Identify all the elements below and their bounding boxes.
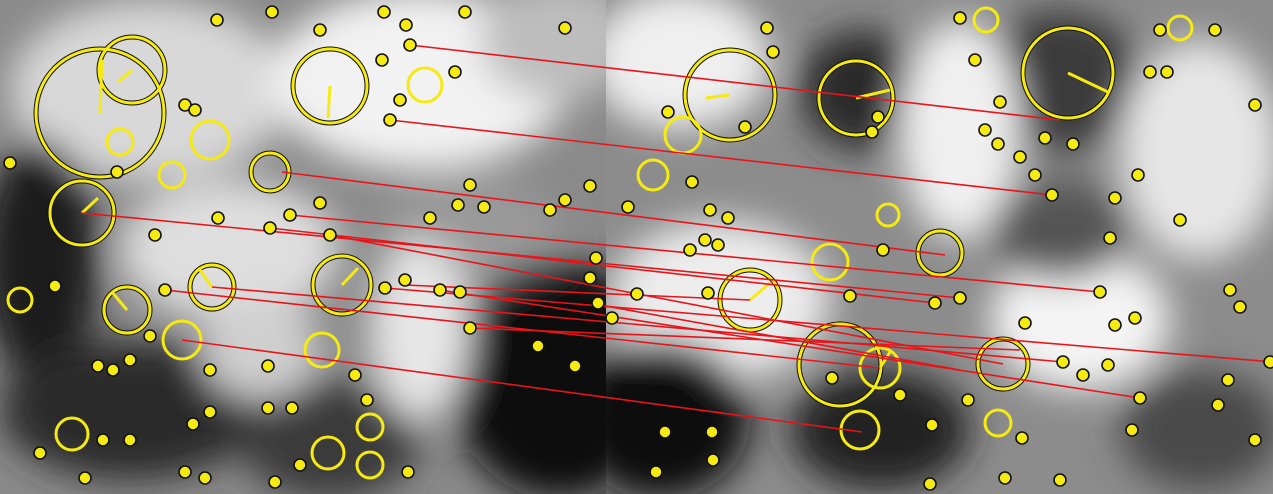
match-lines	[81, 44, 1273, 433]
large-keypoints	[6, 6, 1194, 480]
